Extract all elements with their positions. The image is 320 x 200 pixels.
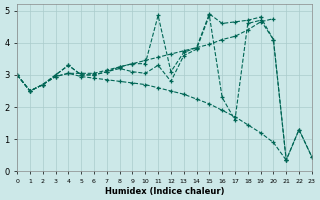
X-axis label: Humidex (Indice chaleur): Humidex (Indice chaleur) — [105, 187, 224, 196]
